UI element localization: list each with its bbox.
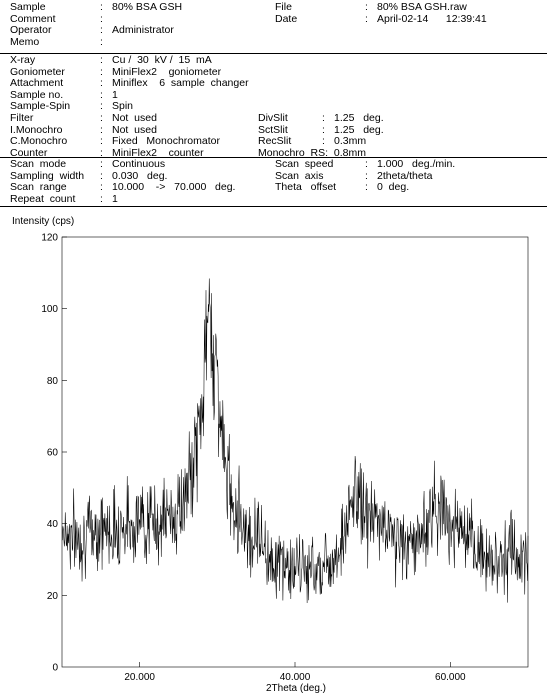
field-value: Fixed Monochromator [112,135,220,148]
field-label: Repeat count [10,192,76,205]
colon: : [100,12,103,25]
field-value: Cu / 30 kV / 15 mA [112,54,212,66]
x-axis-label: 2Theta (deg.) [266,683,326,694]
xrd-chart: Intensity (cps) 2Theta (deg.) 20 40 60 80 10… [12,216,529,694]
field-label-2: File [275,1,292,13]
field-label: Goniometer [10,65,65,78]
colon: : [100,112,103,124]
field-label: Comment [10,12,56,25]
field-label-2: SctSlit [258,123,288,136]
field-value-2: 2theta/theta [377,169,433,182]
colon: : [100,65,103,78]
field-value: Spin [112,100,134,113]
field-value: Not used [112,112,157,124]
field-label: Operator [10,24,52,37]
field-value: 10.000 -> 70.000 deg. [112,181,236,194]
x-tick-label: 40.000 [280,672,311,683]
field-label: Scan mode [10,158,67,170]
field-label: X-ray [10,54,36,66]
field-value: Miniflex 6 sample changer [112,77,249,90]
y-tick-label: 120 [41,233,58,244]
colon: : [100,169,103,182]
colon: : [100,35,103,48]
field-value: 1 [112,88,118,101]
field-label: Counter [10,146,48,159]
field-label: C.Monochro [10,135,68,148]
field-label: Sample-Spin [10,100,71,113]
field-label-2: Scan axis [275,169,324,182]
field-value-2: 0.3mm [334,135,367,148]
field-label: Scan range [10,181,67,194]
field-value-2: 0 deg. [377,181,410,194]
field-label-2: Scan speed [275,158,334,170]
field-value-2: 80% BSA GSH.raw [377,1,467,13]
field-label: Sample no. [10,88,64,101]
field-value-2: 1.000 deg./min. [377,158,456,170]
colon: : [100,77,103,90]
colon: : [100,123,103,136]
colon: : [100,24,103,37]
colon: : [100,1,103,13]
colon: : [100,54,103,66]
y-tick-label: 20 [47,591,59,602]
plot-frame [61,236,529,668]
colon: : [100,158,103,170]
field-value: 80% BSA GSH [112,1,183,13]
field-label: Sample [10,1,46,13]
field-label-2: RecSlit [258,135,292,148]
field-label: I.Monochro [10,123,63,136]
colon: : [100,181,103,194]
x-tick-label: 20.000 [124,672,155,683]
y-tick-label: 60 [47,448,59,459]
y-tick-label: 100 [41,304,58,315]
field-value: MiniFlex2 goniometer [112,65,222,78]
header-divider [0,157,547,158]
field-label: Filter [10,112,34,124]
y-tick-label: 80 [47,376,59,387]
field-value: Continuous [112,158,166,170]
scan-header: Sample:80% BSA GSH File:80% BSA GSH.raw Co… [0,0,547,208]
field-label-2: Date [275,12,298,25]
field-label-2: Theta offset [275,181,337,194]
colon: : [365,169,368,182]
y-tick-label: 0 [52,663,58,674]
header-divider [0,53,547,54]
field-value-2: 1.25 deg. [334,123,384,136]
y-tick-label: 40 [47,519,59,530]
x-tick-label: 60.000 [435,672,466,683]
field-value-2: April-02-14 12:39:41 [377,12,487,25]
field-label-2: DivSlit [258,112,288,124]
field-value: 0.030 deg. [112,169,168,182]
colon: : [100,100,103,113]
field-label: Attachment [10,77,64,90]
field-label: Memo [10,35,40,48]
colon: : [322,123,325,136]
colon: : [365,158,368,170]
colon: : [100,135,103,148]
colon: : [322,112,325,124]
field-label: Sampling width [10,169,85,182]
field-label-2: Monochro RS: 0.8mm [258,146,366,159]
field-value: MiniFlex2 counter [112,146,204,159]
y-axis-label: Intensity (cps) [12,216,74,227]
field-value: Not used [112,123,157,136]
colon: : [365,181,368,194]
field-value: Administrator [112,24,174,37]
colon: : [322,135,325,148]
colon: : [100,88,103,101]
header-divider [0,206,547,207]
field-value: 1 [112,192,118,205]
field-value-2: 1.25 deg. [334,112,384,124]
colon: : [365,1,368,13]
colon: : [100,192,103,205]
colon: : [100,146,103,159]
colon: : [365,12,368,25]
intensity-trace [61,278,529,604]
